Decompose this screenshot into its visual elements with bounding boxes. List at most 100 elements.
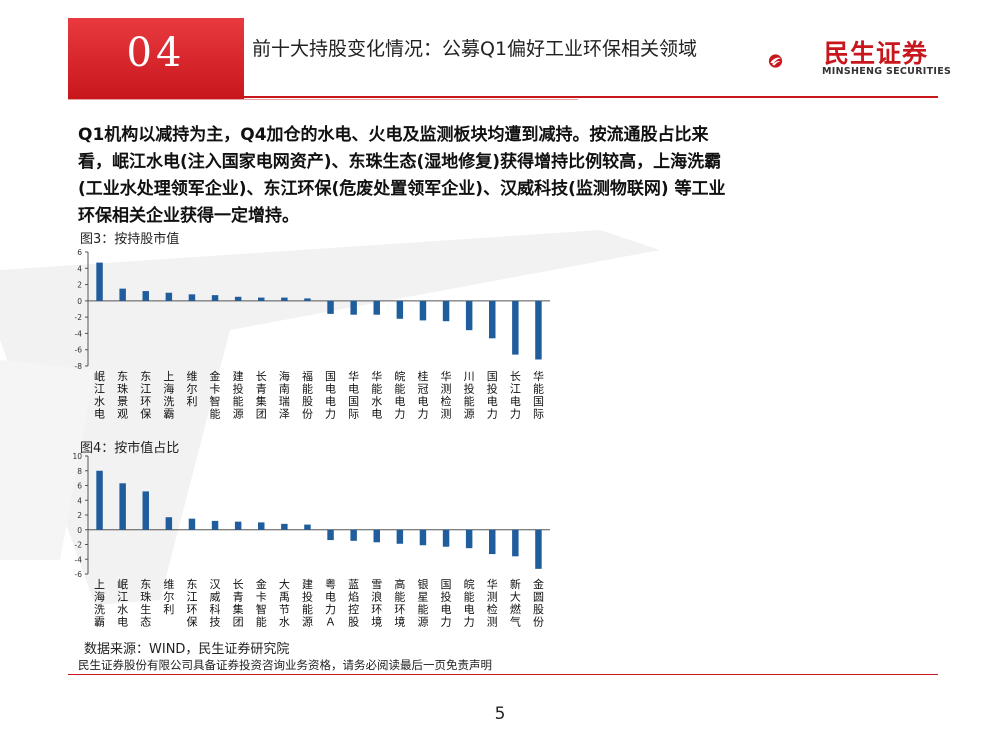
y-tick-label: -8 [75,362,83,371]
page-number: 5 [494,704,506,724]
y-tick-label: 4 [77,496,82,505]
category-label: 川投能源 [464,370,475,421]
data-source: 数据来源：WIND，民生证券研究院 [84,642,290,657]
category-label: 雪浪环境 [371,578,382,629]
y-tick-label: -6 [75,570,83,579]
category-label: 岷江水电 [94,370,105,421]
category-label: 新大燃气 [510,577,521,629]
category-label: 海南瑞泽 [279,369,290,421]
category-label: 建投能源 [233,369,244,421]
bar [234,521,242,530]
figure-4-title: 图4：按市值占比 [80,441,180,456]
bar [350,529,357,541]
bar [419,300,427,321]
header-divider-thin [68,99,578,100]
category-label: 华能水电 [371,369,382,421]
bar [234,296,242,301]
category-label: 国电电力 [325,370,336,421]
logo-name-en: MINSHENG SECURITIES [822,66,952,77]
bar [258,297,265,301]
bar [465,529,473,549]
category-label: 金卡智能 [256,577,267,629]
category-label: 皖能电力 [464,577,475,629]
category-label: 金圆股份 [533,577,544,629]
y-tick-label: 0 [77,297,82,306]
bar [119,288,126,301]
category-label: 华能国际 [533,369,544,421]
bar [304,524,311,530]
y-tick-label: 8 [77,467,82,476]
bar [96,470,103,530]
y-tick-label: -4 [75,329,83,338]
category-label: 建投能源 [302,577,313,629]
figure-4-chart: 10 8 6 4 2 0 -2 -4 -6 上海洗霸 岷江水电 东珠生态 维尔利 东江环保 汉威科技 长青集团… [72,452,550,629]
category-label: 上海洗霸 [163,370,174,421]
category-label: 国投电力 [441,578,452,629]
bar [442,529,450,547]
category-label: 金卡智能 [210,369,221,421]
bar [535,300,542,360]
category-label: 蓝焰控股 [348,578,359,629]
bar [188,294,196,301]
bar [211,520,219,530]
bar [373,529,380,543]
category-label: 长青集团 [233,578,244,629]
category-label: 银星能源 [417,577,428,629]
bar [535,529,542,569]
bar [165,517,173,530]
bar [373,300,380,315]
category-label: 粤电力Ａ [325,577,336,629]
category-label: 东珠生态 [140,578,151,629]
bar [419,529,427,546]
logo-name-cn: 民生证券 [824,39,929,68]
category-label: 桂冠电力 [417,369,428,421]
bar [119,483,126,530]
bar [281,523,288,530]
category-label: 汉威科技 [210,578,221,629]
category-label: 维尔利 [163,578,174,616]
category-label: 大禹节水 [279,577,290,629]
category-label: 维尔利 [186,370,197,408]
category-label: 华测检测 [487,577,498,629]
bar [327,300,334,314]
bar [489,529,496,555]
category-label: 华电国际 [348,369,359,421]
summary-paragraph: Q1机构以减持为主，Q4加仓的水电、火电及监测板块均遭到减持。按流通股占比来看，… [78,125,726,226]
bar [258,522,265,530]
category-label: 国投电力 [487,370,498,421]
bar [396,529,404,544]
y-tick-label: -4 [75,555,83,564]
category-label: 皖能电力 [394,369,405,421]
page-title: 前十大持股变化情况：公募Q1偏好工业环保相关领域 [252,38,698,60]
category-label: 长江电力 [510,370,521,421]
bar [165,292,173,301]
bar [211,295,219,301]
section-number: 04 [126,30,186,76]
bar [142,291,149,301]
category-label: 长青集团 [256,370,267,421]
category-label: 福能股份 [302,369,313,421]
bar [96,262,103,301]
figure-3-chart: 6 4 2 0 -2 -4 -6 -8 岷江水电 东珠景观 东江环保 上海洗霸 维尔利 金卡智能 建投能源 长… [75,248,550,421]
category-label: 东江环保 [186,578,197,629]
bar [512,529,519,557]
footer-divider [68,674,938,675]
bar [489,300,496,339]
bar [512,300,519,355]
category-label: 东江环保 [140,370,151,421]
y-tick-label: 4 [77,264,82,273]
y-tick-label: -6 [75,346,83,355]
minsheng-logo-icon [768,54,783,68]
disclaimer-text: 民生证券股份有限公司具备证券投资咨询业务资格，请务必阅读最后一页免责声明 [78,658,492,672]
bar [442,300,450,322]
bar [188,518,196,530]
bar [142,491,149,530]
y-tick-label: 10 [72,452,82,461]
category-label: 上海洗霸 [94,578,105,629]
section-badge [68,18,244,100]
category-label: 岷江水电 [117,578,128,629]
category-label: 东珠景观 [117,370,128,421]
y-tick-label: 6 [77,482,82,491]
figure-3-title: 图3：按持股市值 [80,232,180,247]
bar [350,300,357,315]
